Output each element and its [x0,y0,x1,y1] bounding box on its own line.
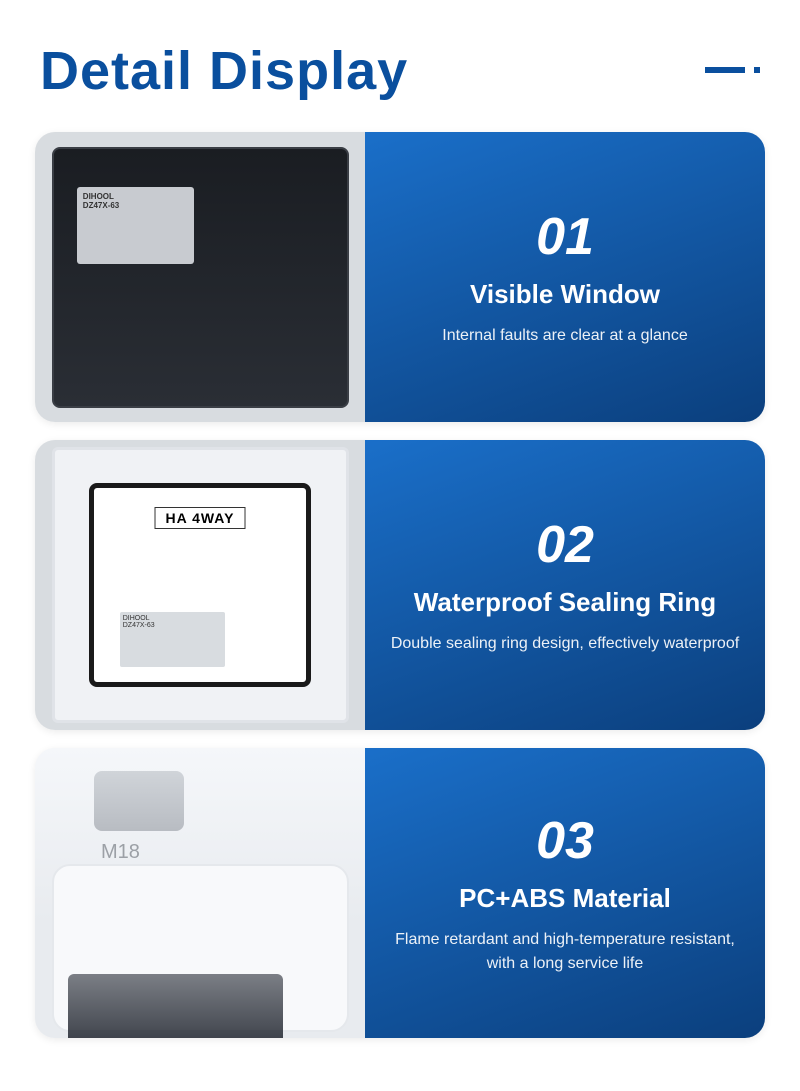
feature-title: PC+ABS Material [459,883,671,914]
header: Detail Display [35,40,765,102]
product-image-1: DIHOOL DZ47X-63 [35,132,365,422]
product-tag: HA 4WAY [154,507,245,529]
feature-description: Internal faults are clear at a glance [442,324,687,348]
feature-description: Double sealing ring design, effectively … [391,632,739,656]
feature-card: M18 03 PC+ABS Material Flame retardant a… [35,748,765,1038]
breaker-unit: DIHOOL DZ47X-63 [120,612,226,667]
breaker-box-mock: DIHOOL DZ47X-63 [52,147,349,408]
page-title: Detail Display [40,40,408,102]
cable-gland [94,771,184,831]
product-image-3: M18 [35,748,365,1038]
enclosure-window [68,974,283,1038]
feature-title: Visible Window [470,279,660,310]
feature-card: DIHOOL DZ47X-63 01 Visible Window Intern… [35,132,765,422]
feature-card: HA 4WAY DIHOOL DZ47X-63 02 Waterproof Se… [35,440,765,730]
sealing-frame-mock: HA 4WAY DIHOOL DZ47X-63 [52,447,349,723]
product-image-2: HA 4WAY DIHOOL DZ47X-63 [35,440,365,730]
cards-container: DIHOOL DZ47X-63 01 Visible Window Intern… [35,132,765,1061]
enclosure-mock: M18 [35,748,365,1038]
card-text-panel: 02 Waterproof Sealing Ring Double sealin… [365,440,765,730]
header-accent-line [705,67,760,75]
feature-title: Waterproof Sealing Ring [414,587,716,618]
feature-number: 02 [536,515,594,575]
breaker-label: DIHOOL DZ47X-63 [83,192,119,210]
card-text-panel: 01 Visible Window Internal faults are cl… [365,132,765,422]
card-text-panel: 03 PC+ABS Material Flame retardant and h… [365,748,765,1038]
feature-description: Flame retardant and high-temperature res… [390,928,740,976]
feature-number: 01 [536,207,594,267]
sealing-inner: HA 4WAY DIHOOL DZ47X-63 [89,483,310,688]
feature-number: 03 [536,811,594,871]
gland-size-label: M18 [101,841,140,864]
